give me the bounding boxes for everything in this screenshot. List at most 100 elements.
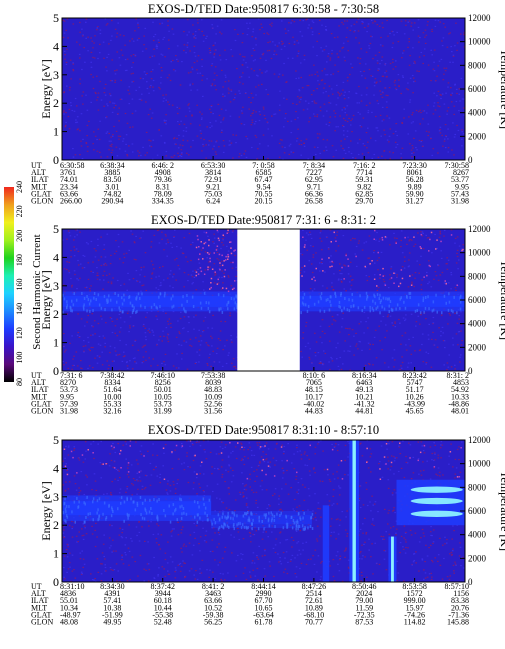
- table-cell: 2990: [256, 589, 272, 598]
- table-cell: 8270: [60, 378, 76, 387]
- y-tick-label: 2: [53, 96, 59, 110]
- table-cell: 7714: [356, 168, 372, 177]
- panel-title: EXOS-D/TED Date:950817 6:30:58 - 7:30:58: [148, 2, 379, 16]
- table-cell: 8:10: 6: [303, 371, 325, 380]
- y-right-tick-label: 2000: [468, 131, 487, 141]
- table-cell: 145.88: [447, 618, 469, 627]
- y-right-tick-label: 8000: [468, 482, 487, 492]
- table-cell: -63.64: [253, 610, 274, 619]
- table-cell: 45.65: [406, 407, 424, 416]
- table-cell: 8:31:10: [60, 582, 84, 591]
- table-cell: 75.03: [204, 189, 222, 198]
- y-tick-label: 5: [53, 433, 59, 447]
- row-label: ILAT: [31, 385, 48, 394]
- table-cell: 8:50:46: [352, 582, 376, 591]
- table-cell: 60.18: [154, 596, 172, 605]
- table-cell: 10.33: [451, 392, 469, 401]
- y-tick-label: 0: [53, 575, 59, 589]
- y-axis-label: Energy [eV]: [39, 59, 53, 118]
- y-tick-label: 2: [53, 518, 59, 532]
- table-cell: 67.70: [255, 596, 273, 605]
- table-cell: 9.21: [206, 182, 220, 191]
- table-cell: 6:30:58: [60, 161, 84, 170]
- table-cell: 6585: [256, 168, 272, 177]
- colorbar: 80 100 120 140 160 180 200 220 240 Second Harmoni…: [4, 181, 43, 386]
- table-cell: 4391: [104, 589, 120, 598]
- y-axis-label: Energy [eV]: [39, 270, 53, 329]
- table-cell: 44.83: [305, 407, 323, 416]
- table-cell: 74.82: [103, 189, 121, 198]
- colorbar-tick-label: 200: [15, 230, 24, 242]
- table-cell: 6:38:34: [100, 161, 124, 170]
- table-cell: 8256: [155, 378, 171, 387]
- colorbar-tick-label: 100: [15, 352, 24, 364]
- emission-band: [62, 291, 238, 315]
- table-cell: -43.99: [404, 399, 425, 408]
- y-tick-label: 3: [53, 490, 59, 504]
- table-cell: 51.64: [103, 385, 121, 394]
- y-right-tick-label: 10000: [468, 248, 491, 258]
- table-cell: -74.26: [404, 610, 425, 619]
- table-cell: 3.01: [105, 182, 119, 191]
- table-cell: 72.61: [305, 596, 323, 605]
- table-cell: 55.33: [103, 399, 121, 408]
- table-cell: 23.34: [60, 182, 78, 191]
- spectrogram-background: [62, 18, 465, 160]
- y-right-tick-label: 6000: [468, 295, 487, 305]
- table-cell: 8:34:30: [100, 582, 124, 591]
- table-cell: -68.10: [304, 610, 325, 619]
- table-cell: 9.95: [60, 392, 74, 401]
- row-label: GLON: [31, 618, 53, 627]
- row-label: UT: [31, 582, 42, 591]
- table-cell: 70.55: [255, 189, 273, 198]
- table-cell: 114.82: [404, 618, 426, 627]
- table-cell: 62.85: [355, 189, 373, 198]
- table-cell: 48.01: [451, 407, 469, 416]
- colorbar-scale: [4, 187, 14, 382]
- y-right-tick-label: 10000: [468, 459, 491, 469]
- table-cell: 8267: [453, 168, 469, 177]
- table-cell: 3761: [60, 168, 76, 177]
- y-right-axis-label: Temperature [K]: [498, 260, 505, 340]
- table-cell: 999.00: [404, 596, 426, 605]
- table-cell: 7:23:30: [402, 161, 426, 170]
- table-cell: 10.00: [103, 392, 121, 401]
- y-right-tick-label: 2000: [468, 342, 487, 352]
- spike: [388, 536, 397, 582]
- table-cell: 55.01: [60, 596, 78, 605]
- y-tick-label: 3: [53, 279, 59, 293]
- table-cell: 7065: [306, 378, 322, 387]
- table-cell: 6463: [356, 378, 372, 387]
- panel-title: EXOS-D/TED Date:950817 8:31:10 - 8:57:10: [148, 423, 379, 437]
- table-cell: 26.58: [305, 197, 323, 206]
- table-cell: 66.36: [305, 189, 323, 198]
- row-label: ALT: [31, 589, 46, 598]
- y-axis-label: Energy [eV]: [39, 481, 53, 540]
- table-cell: 8334: [104, 378, 120, 387]
- table-cell: 7:31: 6: [60, 371, 82, 380]
- y-tick-label: 5: [53, 222, 59, 236]
- panel-title: EXOS-D/TED Date:950817 7:31: 6 - 8:31: 2: [151, 213, 376, 227]
- table-cell: 8061: [407, 168, 423, 177]
- table-cell: 7:38:42: [100, 371, 124, 380]
- table-cell: 10.17: [305, 392, 323, 401]
- table-cell: 7:16: 2: [353, 161, 375, 170]
- table-cell: 31.99: [154, 407, 172, 416]
- table-cell: 8:16:34: [352, 371, 376, 380]
- table-cell: 83.50: [103, 175, 121, 184]
- table-cell: 9.95: [455, 182, 469, 191]
- colorbar-tick-label: 220: [15, 205, 24, 217]
- table-cell: 3944: [155, 589, 171, 598]
- table-cell: 8039: [205, 378, 221, 387]
- table-cell: 53.77: [451, 175, 469, 184]
- colorbar-tick-label: 120: [15, 327, 24, 339]
- table-cell: 11.59: [355, 603, 373, 612]
- table-cell: 266.00: [60, 197, 82, 206]
- y-right-axis-label: Temperature [K]: [498, 49, 505, 129]
- y-right-tick-label: 10000: [468, 37, 491, 47]
- data-gap: [237, 229, 300, 371]
- table-cell: 7227: [306, 168, 322, 177]
- table-cell: 61.78: [255, 618, 273, 627]
- panel-3: EXOS-D/TED Date:950817 8:31:10 - 8:57:10…: [31, 423, 505, 627]
- table-cell: 48.83: [204, 385, 222, 394]
